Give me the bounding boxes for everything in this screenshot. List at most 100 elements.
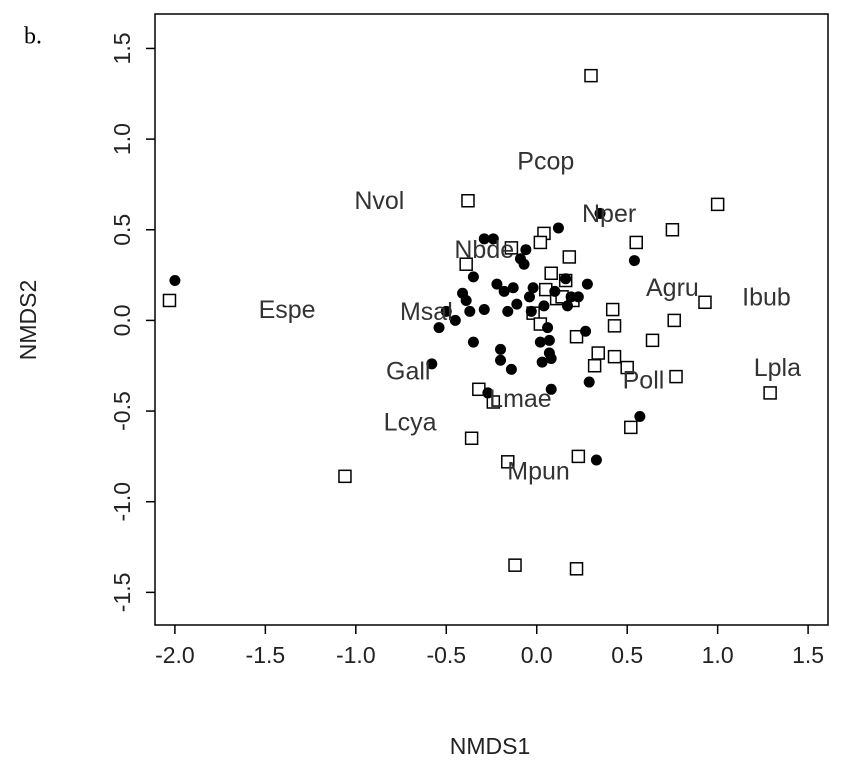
species-label: Pcop — [517, 147, 574, 175]
y-tick-label: 0.5 — [109, 214, 135, 246]
point-circle — [426, 358, 438, 370]
point-circle — [467, 271, 479, 283]
point-square — [605, 302, 620, 317]
point-circle — [464, 305, 476, 317]
species-label: Lmae — [489, 385, 552, 413]
point-circle — [561, 300, 573, 312]
point-circle — [449, 314, 461, 326]
point-square — [508, 558, 522, 572]
point-circle — [433, 322, 445, 334]
point-circle — [634, 410, 646, 422]
point-circle — [502, 305, 514, 317]
y-tick-label: 1.5 — [109, 32, 135, 64]
point-circle — [581, 278, 593, 290]
x-axis-label: NMDS1 — [450, 733, 531, 759]
point-circle — [542, 322, 554, 334]
panel-label: b. — [24, 24, 42, 50]
point-circle — [440, 305, 452, 317]
species-label: Poll — [623, 367, 665, 395]
point-circle — [545, 352, 557, 364]
x-tick-label: 0.5 — [611, 642, 643, 668]
x-tick-label: 1.0 — [702, 642, 734, 668]
point-square — [569, 562, 584, 576]
point-circle — [507, 282, 519, 294]
point-circle — [549, 285, 561, 297]
species-label: Mpun — [507, 457, 570, 485]
point-circle — [590, 454, 602, 466]
point-square — [667, 313, 681, 328]
species-label: Agru — [646, 274, 699, 302]
point-circle — [552, 222, 564, 234]
species-label: Espe — [259, 296, 316, 324]
point-circle — [505, 363, 517, 375]
y-axis-label: NMDS2 — [15, 280, 41, 361]
point-circle — [460, 294, 472, 306]
point-square — [587, 358, 602, 373]
point-square — [669, 369, 683, 384]
species-label: Lcya — [384, 408, 437, 436]
point-circle — [536, 356, 548, 368]
point-circle — [491, 278, 503, 290]
point-square — [591, 346, 605, 360]
point-square — [620, 360, 634, 375]
point-circle — [545, 383, 557, 395]
point-circle — [534, 336, 546, 348]
point-circle — [527, 282, 539, 294]
point-circle — [523, 291, 535, 303]
point-square — [584, 68, 598, 83]
point-square — [486, 395, 501, 409]
x-tick-label: 1.5 — [792, 642, 824, 668]
x-tick-label: -1.0 — [336, 642, 376, 668]
point-circle — [594, 207, 606, 219]
point-circle — [478, 233, 490, 245]
y-tick-label: -1.5 — [109, 573, 135, 613]
plot-frame — [154, 13, 829, 626]
point-circle — [467, 336, 479, 348]
point-square — [607, 349, 622, 364]
point-square — [461, 193, 475, 208]
point-circle — [572, 291, 584, 303]
species-label: Gall — [386, 358, 430, 386]
point-circle — [482, 387, 494, 399]
point-square — [607, 319, 622, 333]
point-circle — [495, 354, 507, 366]
point-square — [464, 431, 479, 446]
point-circle — [495, 343, 507, 355]
species-label: Nper — [582, 200, 636, 228]
species-label: Ibub — [742, 283, 791, 311]
species-label: Nbde — [454, 236, 514, 264]
point-square — [571, 449, 586, 464]
point-square — [645, 333, 660, 348]
x-tick-label: -0.5 — [426, 642, 466, 668]
point-square — [501, 455, 515, 469]
point-circle — [518, 258, 530, 270]
point-square — [763, 386, 777, 400]
point-circle — [498, 285, 510, 297]
point-circle — [543, 334, 555, 346]
point-square — [710, 197, 725, 212]
x-tick-label: 0.0 — [521, 642, 553, 668]
point-square — [504, 241, 519, 255]
point-square — [459, 257, 473, 271]
point-circle — [628, 255, 640, 267]
point-circle — [525, 305, 537, 317]
point-circle — [520, 244, 532, 256]
species-label: Msal — [400, 298, 453, 326]
point-circle — [511, 298, 523, 310]
point-square — [162, 293, 177, 308]
point-square — [629, 235, 643, 250]
y-tick-label: 1.0 — [109, 123, 135, 155]
y-tick-label: 0.0 — [109, 304, 135, 336]
point-circle — [560, 273, 572, 285]
species-label: Lpla — [754, 354, 801, 382]
point-square — [562, 250, 577, 264]
point-circle — [538, 300, 550, 312]
point-square — [569, 329, 584, 344]
point-square — [533, 235, 548, 250]
point-square — [338, 469, 352, 484]
point-square — [698, 295, 712, 310]
x-tick-label: -2.0 — [155, 642, 195, 668]
point-circle — [169, 275, 181, 287]
point-square — [624, 420, 638, 435]
